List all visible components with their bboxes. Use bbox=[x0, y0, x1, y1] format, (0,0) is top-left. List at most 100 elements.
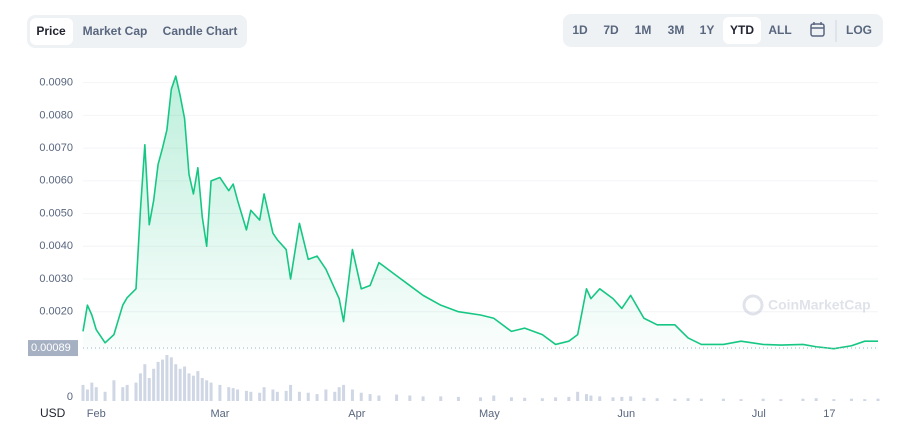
volume-bar bbox=[673, 398, 677, 401]
unit-label: USD bbox=[40, 406, 66, 420]
volume-bar bbox=[395, 394, 399, 401]
volume-bar bbox=[138, 373, 142, 401]
calendar-icon[interactable] bbox=[810, 22, 825, 37]
volume-bar bbox=[576, 391, 580, 401]
volume-bar bbox=[315, 394, 319, 401]
volume-bar bbox=[125, 384, 129, 401]
volume-bar bbox=[479, 397, 482, 401]
volume-bar bbox=[540, 398, 544, 401]
range-button[interactable]: 1M bbox=[635, 23, 652, 37]
volume-bar bbox=[112, 380, 116, 401]
x-tick-label: May bbox=[479, 408, 500, 420]
volume-bar bbox=[81, 384, 85, 401]
volume-bar bbox=[721, 398, 725, 401]
volume-bar bbox=[456, 396, 460, 401]
range-button[interactable]: 1Y bbox=[700, 23, 715, 37]
volume-bar bbox=[655, 398, 659, 401]
volume-bar bbox=[368, 394, 372, 401]
volume-bar bbox=[554, 397, 558, 401]
volume-bar bbox=[90, 382, 94, 401]
volume-bar bbox=[103, 391, 107, 401]
volume-bar bbox=[492, 395, 496, 401]
volume-bar bbox=[408, 395, 412, 401]
volume-bar bbox=[236, 389, 240, 401]
volume-bar bbox=[165, 355, 169, 401]
y-tick-label: 0.0070 bbox=[39, 142, 73, 154]
watermark-text: CoinMarketCap bbox=[768, 297, 871, 313]
volume-bar bbox=[85, 389, 89, 401]
tab[interactable]: Price bbox=[36, 24, 66, 38]
volume-bar bbox=[187, 373, 191, 401]
volume-bar bbox=[191, 375, 195, 401]
volume-bar bbox=[284, 390, 288, 401]
volume-bar bbox=[523, 397, 527, 401]
range-button[interactable]: YTD bbox=[730, 23, 754, 37]
volume-bar bbox=[421, 396, 425, 401]
tab[interactable]: Market Cap bbox=[83, 24, 148, 38]
volume-bar bbox=[227, 387, 231, 401]
volume-bar bbox=[863, 399, 867, 401]
tab-group bbox=[27, 15, 247, 48]
volume-bar bbox=[196, 371, 200, 401]
volume-bar bbox=[161, 359, 164, 401]
volume-bar bbox=[337, 387, 341, 401]
volume-bar bbox=[200, 378, 204, 401]
volume-bar bbox=[249, 391, 253, 401]
volume-bar bbox=[359, 392, 363, 401]
volume-bar bbox=[143, 364, 147, 401]
y-tick-label: 0.0090 bbox=[39, 77, 73, 89]
volume-bar bbox=[439, 396, 443, 401]
volume-bar bbox=[876, 398, 880, 401]
y-tick-label: 0.0080 bbox=[39, 109, 73, 121]
volume-bar bbox=[598, 396, 602, 401]
volume-bar bbox=[231, 388, 235, 401]
x-tick-label: Feb bbox=[87, 408, 106, 420]
volume-bar bbox=[801, 398, 805, 401]
price-line bbox=[82, 75, 878, 350]
volume-bar bbox=[832, 399, 836, 401]
x-tick-label: Jul bbox=[752, 408, 766, 420]
range-button[interactable]: ALL bbox=[768, 23, 791, 37]
volume-bar bbox=[121, 387, 125, 401]
volume-bar bbox=[699, 398, 703, 401]
volume-bar bbox=[205, 380, 209, 401]
watermark: CoinMarketCap bbox=[742, 294, 871, 316]
plot: 0.0020 0.0030 0.0040 0.0050 0.0060 0.0070 0.00… bbox=[28, 75, 880, 420]
volume-bar bbox=[258, 392, 262, 401]
range-button[interactable]: 7D bbox=[603, 23, 619, 37]
volume-bar bbox=[779, 399, 783, 401]
volume-bar bbox=[178, 368, 182, 401]
volume-bar bbox=[275, 391, 279, 401]
range-button[interactable]: 1D bbox=[572, 23, 588, 37]
volume-bar bbox=[686, 398, 690, 401]
volume-bar bbox=[271, 389, 275, 401]
y-tick-label: 0.0040 bbox=[39, 240, 73, 252]
volume-bar bbox=[306, 392, 310, 401]
x-tick-label: Apr bbox=[348, 408, 365, 420]
volume-bar bbox=[169, 357, 173, 401]
log-button[interactable]: LOG bbox=[846, 23, 872, 37]
y-tick-label: 0.0030 bbox=[39, 273, 73, 285]
volume-bar bbox=[850, 398, 853, 401]
x-tick-label: 17 bbox=[823, 408, 835, 420]
volume-bar bbox=[324, 389, 328, 401]
tab[interactable]: Candle Chart bbox=[163, 24, 238, 38]
volume-bar bbox=[629, 396, 633, 401]
volume-bar bbox=[244, 390, 248, 401]
volume-bar bbox=[297, 391, 301, 401]
volume-bar bbox=[350, 389, 354, 401]
volume-bar bbox=[642, 397, 646, 401]
volume-bar bbox=[611, 397, 615, 401]
volume-bar bbox=[814, 398, 818, 401]
volume-bar bbox=[739, 399, 743, 401]
volume-bar bbox=[289, 384, 293, 401]
range-active-bg bbox=[723, 17, 761, 44]
y-tick-label: 0.0050 bbox=[39, 207, 73, 219]
x-tick-label: Mar bbox=[210, 408, 229, 420]
volume-bar bbox=[147, 378, 151, 401]
volume-bar bbox=[174, 364, 178, 401]
range-button[interactable]: 3M bbox=[668, 23, 685, 37]
volume-bar bbox=[183, 366, 187, 401]
volume-bar bbox=[377, 395, 381, 401]
